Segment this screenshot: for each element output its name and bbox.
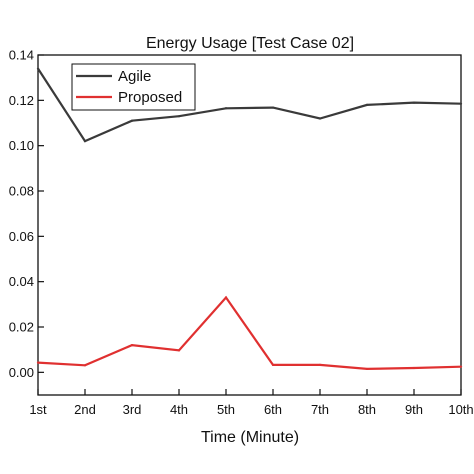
y-tick-label: 0.12 [9,93,34,108]
data-point-agile [36,67,40,70]
x-tick-label: 4th [170,402,188,417]
x-tick-label: 1st [29,402,47,417]
data-point-agile [412,101,416,104]
y-tick-label: 0.02 [9,320,34,335]
data-point-proposed [224,296,228,299]
x-tick-label: 8th [358,402,376,417]
y-tick-label: 0.00 [9,365,34,380]
x-tick-label: 10th [448,402,473,417]
data-point-agile [459,102,463,105]
data-point-proposed [83,364,87,367]
x-tick-label: 2nd [74,402,96,417]
data-point-agile [83,140,87,143]
legend-box [71,63,196,111]
x-tick-label: 9th [405,402,423,417]
data-point-proposed [130,344,134,347]
x-tick-label: 6th [264,402,282,417]
x-tick-label: 5th [217,402,235,417]
legend: Agile Proposed [71,63,196,111]
data-point-proposed [177,349,181,352]
data-point-proposed [459,365,463,368]
y-tick-label: 0.04 [9,274,34,289]
legend-label-agile: Agile [118,68,151,85]
y-axis: 0.00 0.02 0.04 0.06 0.08 0.10 0.12 0.14 [9,48,44,380]
y-tick-label: 0.10 [9,138,34,153]
legend-label-proposed: Proposed [118,89,182,106]
data-point-proposed [365,367,369,371]
x-axis-title: Time (Minute) [201,429,299,446]
data-point-agile [365,103,369,106]
data-point-proposed [318,363,322,366]
data-point-agile [177,115,181,118]
data-point-agile [224,107,228,110]
data-point-agile [318,117,322,120]
series-line-proposed [37,295,462,371]
y-tick-label: 0.06 [9,229,34,244]
series-line-agile [37,68,462,143]
series-layer [36,67,463,371]
x-axis: 1st 2nd 3rd 4th 5th 6th 7th 8th 9th 10th [29,389,474,417]
x-tick-label: 3rd [123,402,142,417]
plot-frame [37,54,462,396]
y-tick-label: 0.14 [9,48,34,63]
data-point-agile [130,119,134,122]
data-point-proposed [271,363,275,366]
y-tick-label: 0.08 [9,184,34,199]
data-point-agile [271,106,275,109]
data-point-proposed [412,366,416,370]
chart-title: Energy Usage [Test Case 02] [146,35,354,52]
data-point-proposed [36,361,40,364]
x-tick-label: 7th [311,402,329,417]
